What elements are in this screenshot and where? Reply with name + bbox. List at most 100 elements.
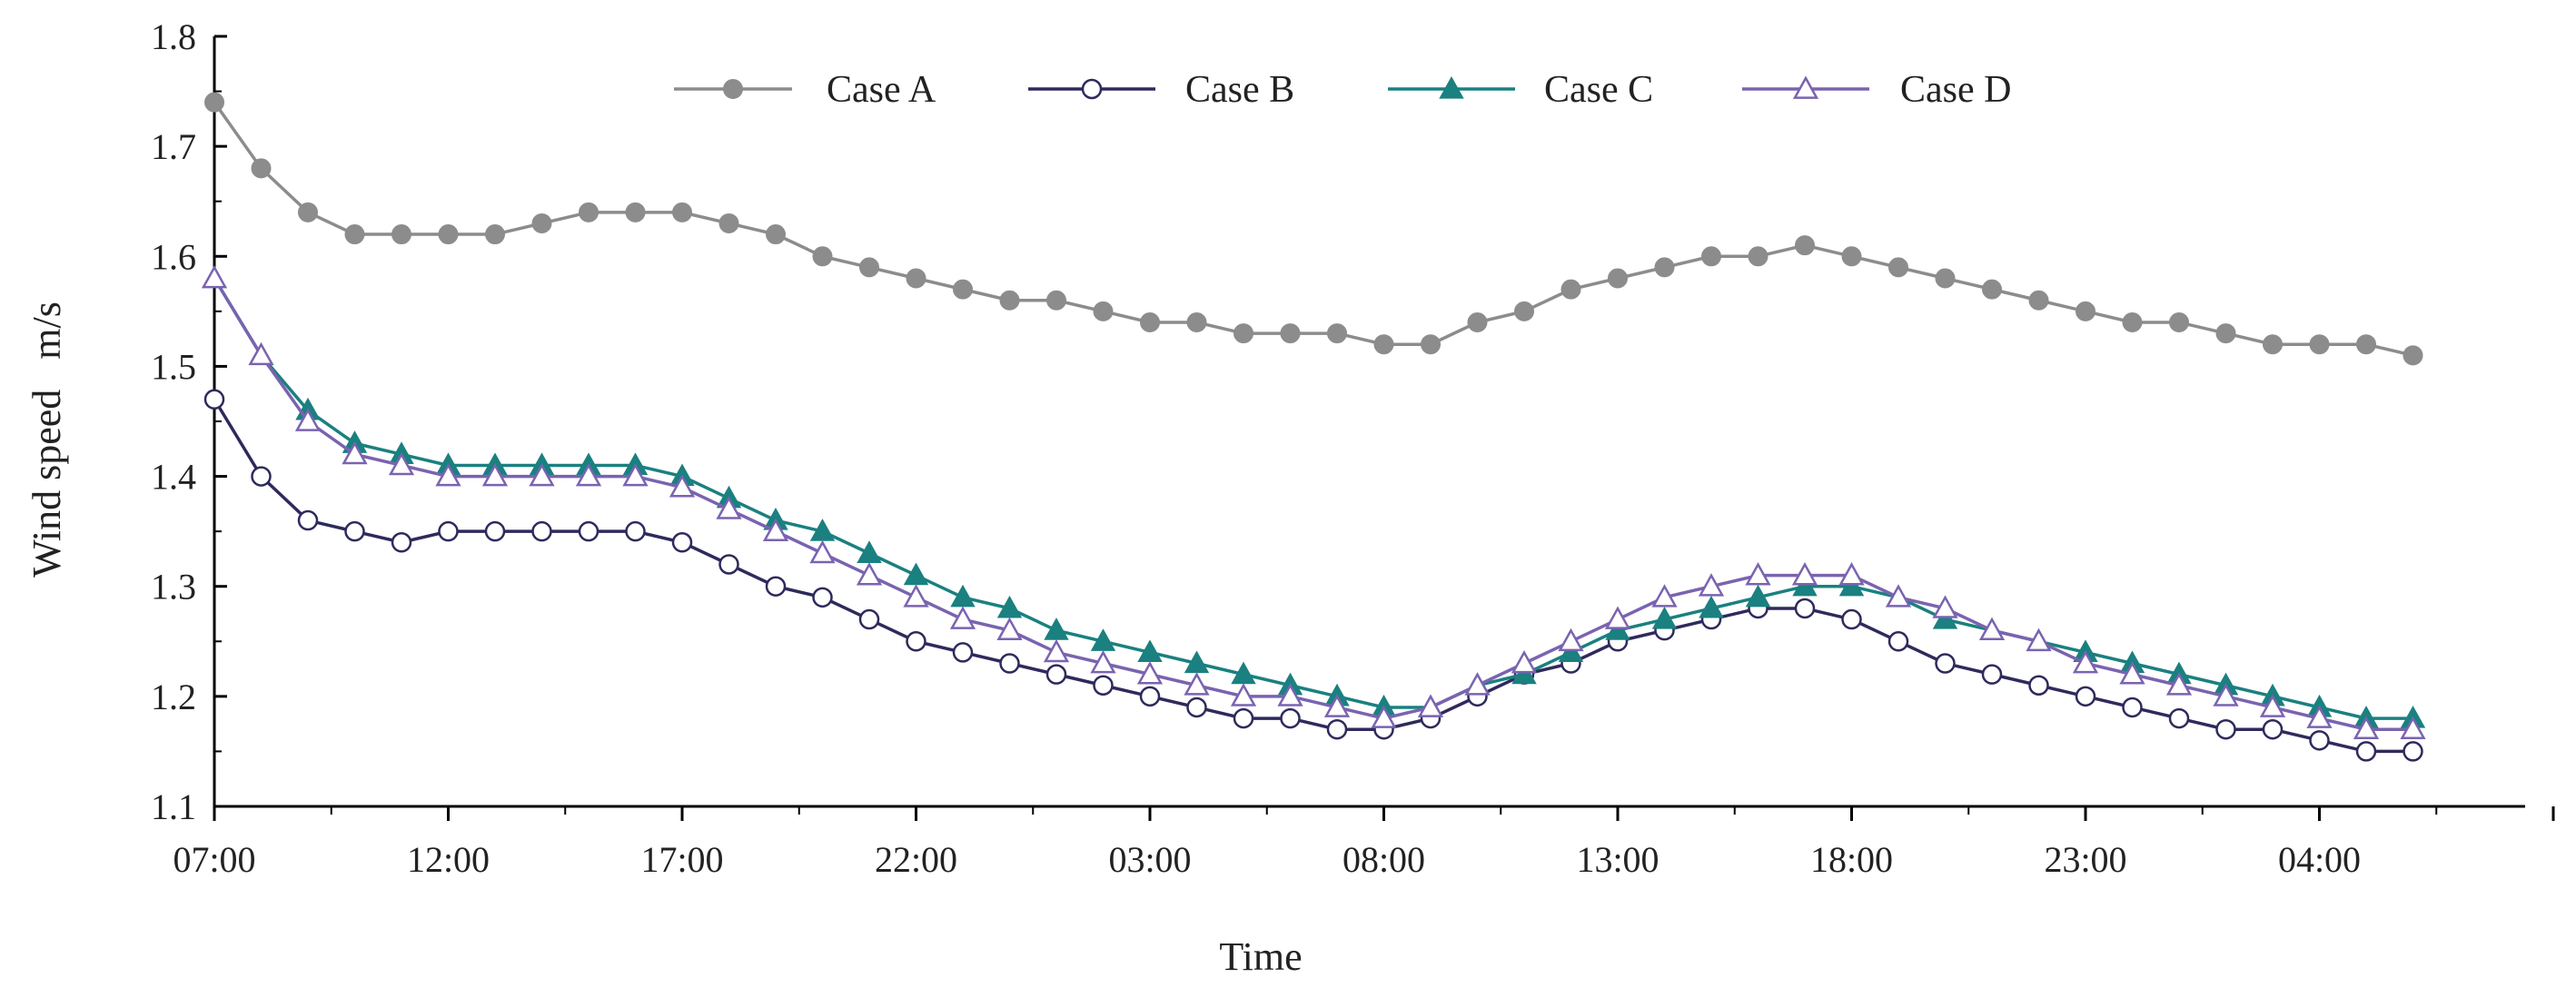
data-point — [672, 202, 692, 222]
data-point — [391, 224, 411, 245]
legend-item-case-b: Case B — [1028, 69, 1294, 111]
data-point — [1090, 649, 1116, 674]
data-point — [2215, 718, 2236, 740]
y-tick-label: 1.7 — [151, 126, 196, 167]
data-point — [2168, 707, 2190, 729]
data-point — [1090, 628, 1116, 651]
data-point — [2076, 301, 2095, 321]
data-point — [671, 532, 693, 553]
data-point — [1699, 595, 1724, 618]
data-point — [1794, 598, 1816, 619]
data-point — [949, 606, 976, 629]
data-point — [2353, 716, 2380, 740]
data-point — [2028, 675, 2049, 696]
data-point — [435, 462, 461, 487]
data-point — [484, 520, 506, 542]
data-point — [2119, 661, 2145, 685]
data-point — [625, 520, 646, 542]
series-case-a — [204, 92, 2423, 366]
data-point — [2309, 334, 2330, 355]
data-point — [1417, 694, 1444, 717]
y-tick-label: 1.2 — [151, 677, 196, 717]
data-point — [1136, 661, 1164, 685]
series-layer — [201, 92, 2426, 762]
data-point — [906, 268, 926, 289]
data-point — [1841, 246, 1862, 267]
data-point — [718, 212, 739, 233]
data-point — [1514, 301, 1534, 321]
data-point — [999, 290, 1020, 311]
data-point — [1140, 311, 1160, 332]
data-point — [529, 462, 555, 487]
data-point — [812, 587, 833, 608]
y-tick-label: 1.8 — [151, 16, 196, 57]
data-point — [1186, 311, 1207, 332]
data-point — [481, 462, 509, 487]
data-point — [201, 264, 228, 289]
data-point — [859, 257, 879, 278]
data-point — [953, 279, 973, 300]
data-point — [1043, 638, 1070, 663]
data-point — [1560, 279, 1581, 300]
data-point — [809, 519, 836, 541]
data-point — [298, 202, 318, 222]
data-point — [579, 202, 599, 222]
data-point — [1421, 334, 1441, 355]
data-point — [812, 246, 833, 267]
legend-item-case-a: Case A — [674, 69, 936, 111]
data-point — [903, 562, 929, 586]
data-point — [342, 440, 368, 465]
data-point — [1887, 631, 1909, 652]
x-tick-label: 04:00 — [2278, 839, 2361, 880]
data-point — [1137, 639, 1163, 662]
data-point — [1558, 627, 1584, 652]
data-point — [1888, 257, 1908, 278]
data-point — [1885, 584, 1912, 608]
data-point — [716, 496, 742, 519]
legend-marker — [1439, 75, 1464, 99]
y-tick-label: 1.6 — [151, 236, 196, 277]
data-point — [2215, 323, 2236, 344]
data-point — [952, 642, 974, 663]
data-point — [2165, 672, 2193, 696]
data-point — [1935, 268, 1956, 289]
x-tick-label: 13:00 — [1576, 839, 1659, 880]
data-point — [1093, 301, 1114, 321]
data-point — [1045, 664, 1067, 685]
data-point — [1604, 606, 1631, 629]
data-point — [1838, 573, 1865, 597]
data-point — [2075, 686, 2096, 707]
data-point — [2028, 290, 2049, 311]
data-point — [856, 562, 883, 586]
data-point — [251, 158, 272, 179]
data-point — [388, 451, 415, 476]
data-point — [1745, 562, 1771, 586]
data-point — [2356, 334, 2376, 355]
data-point — [2263, 334, 2283, 355]
data-point — [438, 520, 459, 542]
data-point — [1139, 686, 1161, 707]
data-point — [1280, 323, 1301, 344]
data-point — [1701, 246, 1721, 267]
x-tick-label: 07:00 — [173, 839, 255, 880]
data-point — [1044, 618, 1069, 640]
series-case-d — [201, 264, 2426, 740]
data-point — [1791, 562, 1818, 586]
data-point — [1981, 664, 2003, 685]
data-point — [950, 584, 976, 608]
data-point — [1046, 290, 1066, 311]
legend-marker — [1081, 78, 1103, 100]
data-point — [857, 540, 882, 563]
data-point — [906, 631, 926, 652]
data-point — [1280, 707, 1301, 729]
legend-item-case-c: Case C — [1388, 69, 1653, 111]
data-point — [578, 520, 599, 542]
data-point — [996, 595, 1023, 618]
data-point — [1184, 672, 1210, 696]
data-point — [999, 653, 1020, 674]
data-point — [1654, 257, 1675, 278]
data-point — [1841, 608, 1862, 630]
data-point — [438, 224, 459, 245]
data-point — [1698, 573, 1725, 597]
